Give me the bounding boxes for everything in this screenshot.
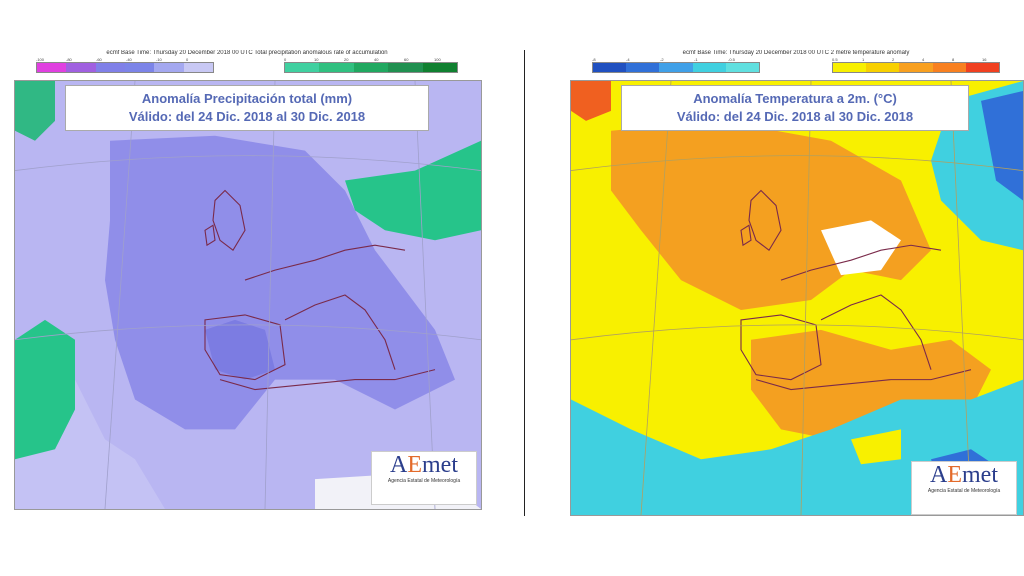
temp-tick: 0.5 <box>832 57 838 62</box>
temp-tick: 8 <box>952 57 955 62</box>
legend-swatch <box>319 63 354 72</box>
precip-map: Anomalía Precipitación total (mm) Válido… <box>14 80 482 510</box>
temp-tick: -8 <box>592 57 596 62</box>
temperature-anomaly-panel: ecmf Base Time: Thursday 20 December 201… <box>570 50 1024 516</box>
legend-swatch <box>95 63 125 72</box>
legend-swatch <box>422 63 458 72</box>
precip-title: Anomalía Precipitación total (mm) <box>141 91 353 106</box>
precip-validity: Válido: del 24 Dic. 2018 al 30 Dic. 2018 <box>128 109 366 124</box>
precip-legend-pos-ticks: 0 10 20 40 60 100 <box>284 57 464 62</box>
precip-map-graphic <box>15 81 481 509</box>
legend-swatch <box>124 63 155 72</box>
temp-legend-positive <box>832 62 1000 73</box>
panel-divider <box>524 50 525 516</box>
aemet-logo-sub: Agencia Estatal de Meteorología <box>927 488 1001 494</box>
legend-swatch <box>66 63 96 72</box>
precip-header: ecmf Base Time: Thursday 20 December 201… <box>14 50 480 78</box>
legend-swatch <box>626 63 660 72</box>
precip-coastlines <box>204 189 436 391</box>
temp-tick: 2 <box>892 57 895 62</box>
legend-swatch <box>833 63 867 72</box>
temp-map: Anomalía Temperatura a 2m. (°C) Válido: … <box>570 80 1024 516</box>
temp-header-text: ecmf Base Time: Thursday 20 December 201… <box>682 50 910 56</box>
precip-legend-neg-ticks: -100 -80 -60 -40 -10 0 <box>36 57 216 62</box>
legend-swatch <box>725 63 760 72</box>
temp-validity: Válido: del 24 Dic. 2018 al 30 Dic. 2018 <box>676 109 914 124</box>
precip-tick: 20 <box>344 57 349 62</box>
temp-tick: -1 <box>694 57 698 62</box>
legend-swatch <box>154 63 184 72</box>
temp-graticule <box>571 81 1023 515</box>
precip-wet-nw <box>15 81 55 141</box>
precip-tick: -100 <box>36 57 45 62</box>
temp-tick: -2 <box>660 57 664 62</box>
temp-legend-negative <box>592 62 760 73</box>
legend-swatch <box>285 63 320 72</box>
precip-tick: 0 <box>186 57 189 62</box>
precipitation-anomaly-panel: ecmf Base Time: Thursday 20 December 201… <box>14 50 482 510</box>
precip-tick: 100 <box>434 57 441 62</box>
temp-map-graphic <box>571 81 1023 515</box>
temp-title-box: Anomalía Temperatura a 2m. (°C) Válido: … <box>621 85 969 131</box>
legend-swatch <box>692 63 726 72</box>
temp-warm-islet <box>851 429 901 465</box>
precip-tick: -10 <box>156 57 162 62</box>
precip-tick: -40 <box>126 57 132 62</box>
legend-swatch <box>932 63 966 72</box>
legend-swatch <box>899 63 933 72</box>
legend-swatch <box>183 63 213 72</box>
precip-wet-west <box>15 319 75 460</box>
precip-tick: 10 <box>314 57 319 62</box>
precip-tick: 40 <box>374 57 379 62</box>
legend-swatch <box>659 63 693 72</box>
legend-swatch <box>353 63 389 72</box>
precip-iberia-dry <box>205 319 275 380</box>
precip-legend-positive <box>284 62 458 73</box>
precip-dry-core <box>105 135 455 430</box>
precip-tick: 60 <box>404 57 409 62</box>
legend-swatch <box>37 63 67 72</box>
aemet-logo-mark: AEmet <box>389 452 458 478</box>
aemet-logo: AEmet Agencia Estatal de Meteorología <box>371 451 477 505</box>
precip-header-text: ecmf Base Time: Thursday 20 December 201… <box>106 50 388 56</box>
temp-header: ecmf Base Time: Thursday 20 December 201… <box>570 50 1022 78</box>
aemet-logo: AEmet Agencia Estatal de Meteorología <box>911 461 1017 515</box>
temp-legend-neg-ticks: -8 -4 -2 -1 -0.5 <box>592 57 762 62</box>
precip-tick: 0 <box>284 57 287 62</box>
temp-tick: 16 <box>982 57 987 62</box>
precip-legend-negative <box>36 62 214 73</box>
temp-tick: -0.5 <box>728 57 735 62</box>
temp-title: Anomalía Temperatura a 2m. (°C) <box>693 91 897 106</box>
temp-tick: -4 <box>626 57 630 62</box>
precip-tick: -60 <box>96 57 102 62</box>
legend-swatch <box>965 63 1000 72</box>
temp-tick: 1 <box>862 57 865 62</box>
temp-neutral-patch <box>821 220 901 276</box>
precip-title-box: Anomalía Precipitación total (mm) Válido… <box>65 85 429 131</box>
legend-swatch <box>593 63 627 72</box>
precip-graticule <box>15 81 481 509</box>
temp-legend-pos-ticks: 0.5 1 2 4 8 16 <box>832 57 1012 62</box>
temp-coastlines <box>740 189 972 391</box>
aemet-logo-sub: Agencia Estatal de Meteorología <box>387 478 461 484</box>
temp-cold-south <box>571 379 1023 515</box>
precip-tick: -80 <box>66 57 72 62</box>
precip-wet-east <box>345 140 481 241</box>
aemet-logo-mark: AEmet <box>929 462 998 488</box>
legend-swatch <box>388 63 423 72</box>
temp-cold-deep-east <box>981 90 1023 201</box>
temp-warm-peak <box>571 81 611 121</box>
legend-swatch <box>866 63 900 72</box>
temp-tick: 4 <box>922 57 925 62</box>
